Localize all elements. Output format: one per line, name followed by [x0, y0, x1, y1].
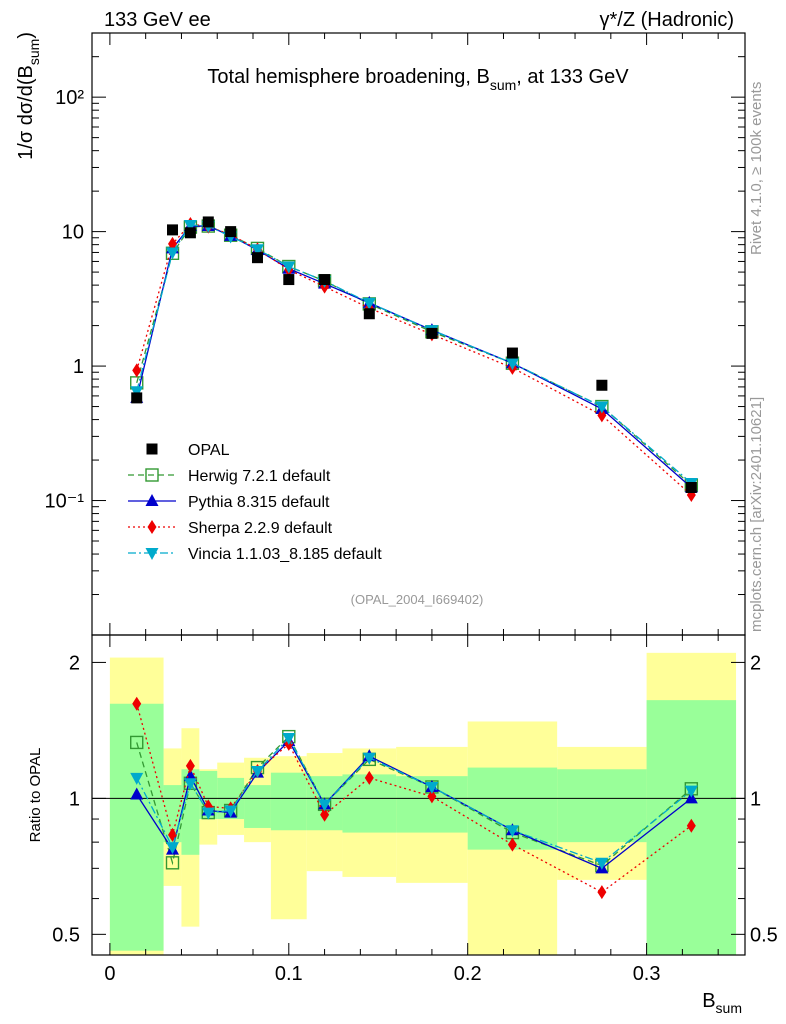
- main-plot-frame: [91, 32, 746, 636]
- legend-label-sherpa: Sherpa 2.2.9 default: [188, 520, 333, 537]
- x-tick-label: 0.2: [454, 963, 482, 985]
- opal-data-point: [283, 274, 295, 286]
- sherpa-main-point: [597, 408, 607, 423]
- legend-marker-sherpa: [147, 520, 157, 534]
- vincia-main-point: [595, 401, 609, 414]
- legend-label-vincia: Vincia 1.1.03_8.185 default: [188, 546, 382, 563]
- header-left-label: 133 GeV ee: [104, 9, 211, 31]
- legend-label-opal: OPAL: [188, 442, 230, 459]
- herwig-ratio-point: [165, 856, 180, 870]
- ratio-bands: [109, 652, 737, 955]
- vincia-ratio-point: [250, 765, 264, 778]
- opal-data-point: [251, 252, 263, 264]
- vincia-main-point: [282, 261, 296, 274]
- vincia-ratio-point: [282, 733, 296, 746]
- opal-data-point: [426, 327, 438, 339]
- vincia-main-point: [362, 297, 376, 310]
- legend-marker-opal: [146, 443, 158, 455]
- main-y-tick-label: 10⁻¹: [45, 491, 85, 513]
- opal-data-point: [131, 392, 143, 404]
- vincia-ratio-point: [505, 825, 519, 838]
- sherpa-ratio-point: [597, 885, 607, 900]
- ratio-y-tick-label-right: 0.5: [750, 924, 778, 946]
- analysis-watermark: (OPAL_2004_I669402): [351, 592, 484, 607]
- ratio-y-tick-label-right: 2: [750, 652, 761, 674]
- ratio-y-axis-label: Ratio to OPAL: [27, 748, 44, 843]
- ratio-y-tick-label: 1: [69, 788, 80, 810]
- x-tick-label: 0.1: [275, 963, 303, 985]
- vincia-main-point: [166, 247, 180, 260]
- ratio-band-stat: [163, 785, 182, 843]
- sherpa-ratio-point: [364, 770, 374, 785]
- vincia-ratio-point: [425, 781, 439, 794]
- vincia-ratio-point: [183, 778, 197, 791]
- vincia-ratio-series: [130, 733, 698, 870]
- legend-label-pythia: Pythia 8.315 default: [188, 494, 330, 511]
- sherpa-main-series: [132, 216, 696, 502]
- pythia-ratio-point: [130, 787, 144, 800]
- vincia-ratio-point: [595, 857, 609, 870]
- sherpa-main-point: [132, 363, 142, 378]
- vincia-main-point: [183, 219, 197, 232]
- opal-data-series: [131, 216, 697, 494]
- main-y-tick-label: 10²: [55, 87, 84, 109]
- x-tick-label: 0.3: [633, 963, 661, 985]
- ratio-band-stat: [557, 769, 647, 843]
- header-right-label: γ*/Z (Hadronic): [599, 9, 734, 31]
- main-y-axis-label: 1/σ dσ/d(Bsum): [15, 32, 42, 160]
- sherpa-main-point: [168, 236, 178, 251]
- legend-marker-pythia: [145, 494, 159, 506]
- x-axis-label: Bsum: [702, 990, 742, 1016]
- vincia-main-point: [250, 244, 264, 257]
- ratio-y-tick-label: 0.5: [52, 924, 80, 946]
- sherpa-ratio-point: [132, 696, 142, 711]
- opal-data-point: [202, 216, 214, 228]
- ratio-band-stat: [244, 785, 271, 828]
- opal-data-point: [506, 347, 518, 359]
- pythia-ratio-point: [183, 769, 197, 782]
- ratio-plot-frame: [91, 634, 746, 956]
- chart-title: Total hemisphere broadening, Bsum, at 13…: [207, 66, 629, 93]
- vincia-main-point: [505, 358, 519, 371]
- vincia-ratio-point: [362, 752, 376, 765]
- vincia-main-point: [130, 386, 144, 399]
- ratio-band-stat: [467, 767, 558, 850]
- opal-data-point: [184, 227, 196, 239]
- herwig-ratio-point: [130, 735, 144, 750]
- ratio-band-stat: [270, 772, 307, 831]
- opal-data-point: [225, 226, 237, 238]
- sherpa-ratio-point: [427, 789, 437, 804]
- main-y-tick-label: 10: [62, 222, 84, 244]
- opal-data-point: [167, 224, 179, 236]
- opal-data-point: [363, 308, 375, 320]
- sherpa-ratio-point: [686, 818, 696, 833]
- sherpa-ratio-point: [320, 807, 330, 822]
- opal-data-point: [319, 274, 331, 286]
- ratio-y-tick-label: 2: [69, 652, 80, 674]
- ratio-band-stat: [109, 703, 164, 951]
- vincia-ratio-point: [684, 785, 698, 798]
- sherpa-ratio-point: [507, 837, 517, 852]
- legend-marker-vincia: [145, 548, 159, 560]
- x-tick-label: 0: [104, 963, 115, 985]
- vincia-ratio-point: [318, 799, 332, 812]
- main-y-tick-label: 1: [73, 356, 84, 378]
- vincia-ratio-point: [224, 805, 238, 818]
- opal-data-point: [685, 482, 697, 494]
- opal-data-point: [596, 379, 608, 391]
- ratio-y-tick-label-right: 1: [750, 788, 761, 810]
- vincia-ratio-point: [130, 772, 144, 785]
- vincia-ratio-point: [166, 842, 180, 855]
- vincia-ratio-point: [201, 807, 215, 820]
- legend-label-herwig: Herwig 7.2.1 default: [188, 468, 331, 485]
- legend-marker-herwig: [145, 468, 159, 482]
- sherpa-ratio-point: [185, 758, 195, 773]
- ratio-band-stat: [646, 700, 737, 955]
